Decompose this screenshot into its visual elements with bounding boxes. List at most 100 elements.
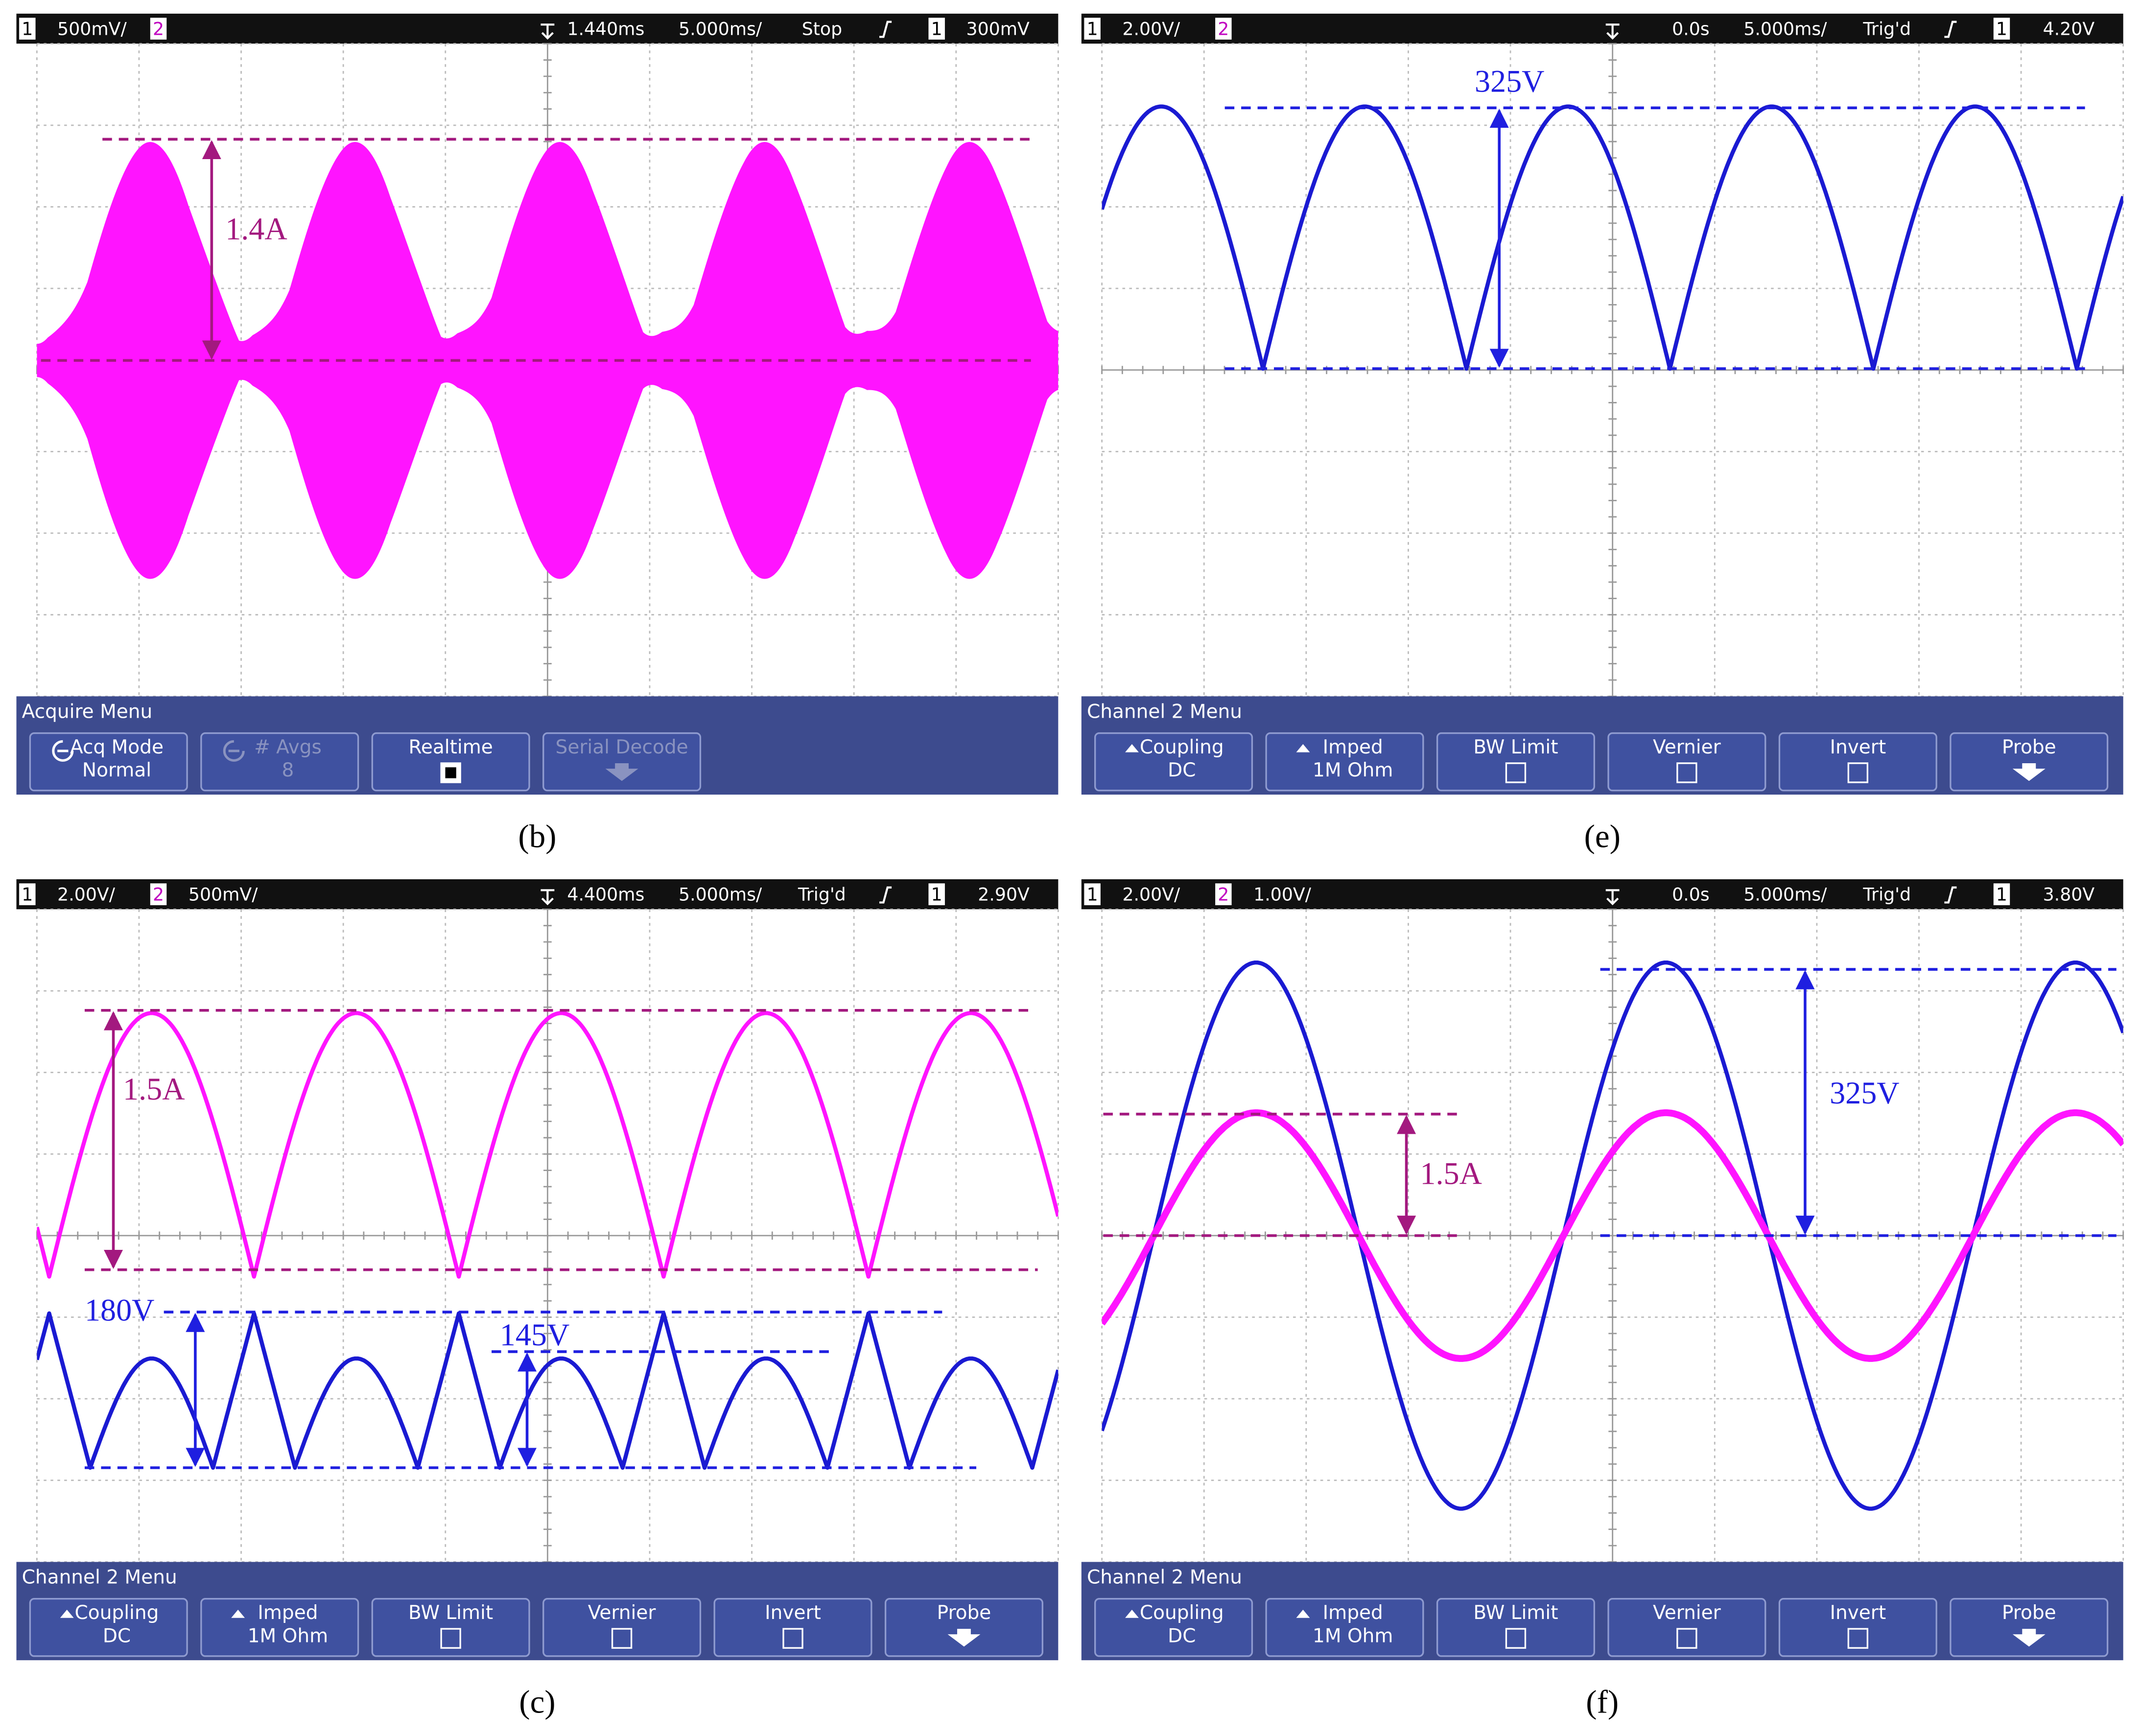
softkey-label: Serial Decode — [556, 736, 688, 758]
softkey-label: Imped — [1323, 1602, 1383, 1624]
menu-title: Acquire Menu — [22, 701, 153, 723]
header-text: 500mV/ — [188, 884, 258, 905]
channel-box — [150, 18, 167, 40]
softkey-up-icon — [231, 1610, 245, 1618]
annotation: 1.5A — [1420, 1156, 1482, 1191]
softkey-checkbox — [1676, 762, 1697, 783]
menu-bar — [1081, 696, 2123, 795]
menu-title: Channel 2 Menu — [22, 1566, 177, 1588]
header-text: 5.000ms/ — [1743, 18, 1827, 39]
softkey-value: DC — [1168, 1625, 1196, 1647]
waveform-band — [37, 142, 1059, 579]
softkey-checkbox-fill — [445, 767, 456, 778]
channel-number: 1 — [931, 18, 942, 39]
softkey-label: Coupling — [1140, 1602, 1224, 1624]
header-text: Trig'd — [798, 884, 846, 905]
softkey-value: 1M Ohm — [248, 1625, 328, 1647]
menu-title: Channel 2 Menu — [1087, 701, 1242, 723]
header-text: 2.90V — [978, 884, 1030, 905]
annotation: 325V — [1475, 64, 1545, 99]
channel-box — [1084, 883, 1101, 905]
waveform — [37, 1011, 1059, 1279]
channel-number: 2 — [153, 884, 164, 905]
softkey-up-icon — [1125, 744, 1139, 752]
channel-box — [1215, 883, 1232, 905]
softkey-checkbox — [1505, 1628, 1527, 1649]
channel-number: 1 — [22, 18, 33, 39]
channel-number: 1 — [22, 884, 33, 905]
waveforms — [37, 1011, 1059, 1470]
softkey — [1607, 732, 1766, 792]
softkey-label: Imped — [258, 1602, 318, 1624]
header-bar — [16, 13, 1059, 44]
softkey — [200, 732, 359, 792]
softkey-up-icon — [1125, 1610, 1139, 1618]
softkey-label: Coupling — [75, 1602, 159, 1624]
softkey-label: Acq Mode — [70, 736, 164, 758]
header-text: 4.400ms — [567, 884, 644, 905]
trigger-slope-icon — [1944, 886, 1957, 904]
scope-panel: 1 2.00V/2 1.00V/0.0s 5.000ms/Trig'd 1 3.80V 1.… — [1081, 879, 2124, 1720]
channel-box — [928, 18, 945, 40]
channel-number: 1 — [1996, 18, 2007, 39]
header-text: 5.000ms/ — [679, 18, 762, 39]
menu-bar — [16, 696, 1059, 795]
channel-box — [1993, 18, 2010, 40]
menu-bar — [16, 1562, 1059, 1661]
header-text: 2.00V/ — [1122, 18, 1180, 39]
softkey-label: Realtime — [408, 736, 493, 758]
softkey — [1950, 1598, 2109, 1657]
waveforms — [1102, 960, 2123, 1511]
softkey-label: Vernier — [1653, 1602, 1721, 1624]
softkey-up-icon — [1296, 1610, 1310, 1618]
softkey — [884, 1598, 1044, 1657]
softkey-arrow-icon — [605, 763, 638, 781]
softkey-arrow-icon — [2012, 763, 2046, 781]
header-text: 1.440ms — [567, 18, 644, 39]
softkey-checkbox — [1676, 1628, 1697, 1649]
channel-box — [19, 883, 36, 905]
softkey — [371, 1598, 530, 1657]
softkey — [1950, 732, 2109, 792]
header-bar — [1081, 879, 2123, 910]
trigger-position-icon — [541, 23, 555, 40]
softkey-value: DC — [1168, 759, 1196, 781]
softkey — [1436, 1598, 1595, 1657]
header-bar — [1081, 13, 2123, 44]
softkey-value: 1M Ohm — [1313, 1625, 1393, 1647]
softkey-arrow-icon — [947, 1629, 981, 1647]
softkey — [542, 1598, 702, 1657]
waveform — [1102, 104, 2123, 371]
softkey-label: BW Limit — [408, 1602, 493, 1624]
trigger-position-icon — [1605, 23, 1620, 40]
channel-number: 1 — [1087, 884, 1098, 905]
channel-number: 2 — [153, 18, 164, 39]
softkey-label: Vernier — [1653, 736, 1721, 758]
softkey-label: Coupling — [1140, 736, 1224, 758]
header-text: 3.80V — [2043, 884, 2095, 905]
softkey-label: BW Limit — [1473, 736, 1558, 758]
header-text: 2.00V/ — [57, 884, 116, 905]
channel-box — [1993, 883, 2010, 905]
softkey-label: Invert — [1830, 1602, 1886, 1624]
softkey-value: 1M Ohm — [1313, 759, 1393, 781]
menu-bar — [1081, 1562, 2123, 1661]
trigger-position-icon — [1605, 889, 1620, 906]
channel-box — [19, 18, 36, 40]
header-text: 4.20V — [2043, 18, 2095, 39]
softkey-checkbox — [782, 1628, 803, 1649]
annotation: 1.4A — [225, 211, 287, 246]
softkey-label: Invert — [1830, 736, 1886, 758]
header-text: 5.000ms/ — [1743, 884, 1827, 905]
header-text: Stop — [802, 18, 842, 39]
panel-label: (c) — [519, 1684, 555, 1720]
waveforms — [1102, 104, 2123, 371]
header-text: 5.000ms/ — [679, 884, 762, 905]
softkey-label: # Avgs — [254, 736, 322, 758]
annotation: 180V — [85, 1293, 154, 1328]
channel-box — [1084, 18, 1101, 40]
scope-panel: 1 2.00V/2 0.0s 5.000ms/Trig'd 1 4.20V 325V Chan… — [1081, 13, 2124, 854]
softkey-cycle-icon — [223, 740, 245, 762]
